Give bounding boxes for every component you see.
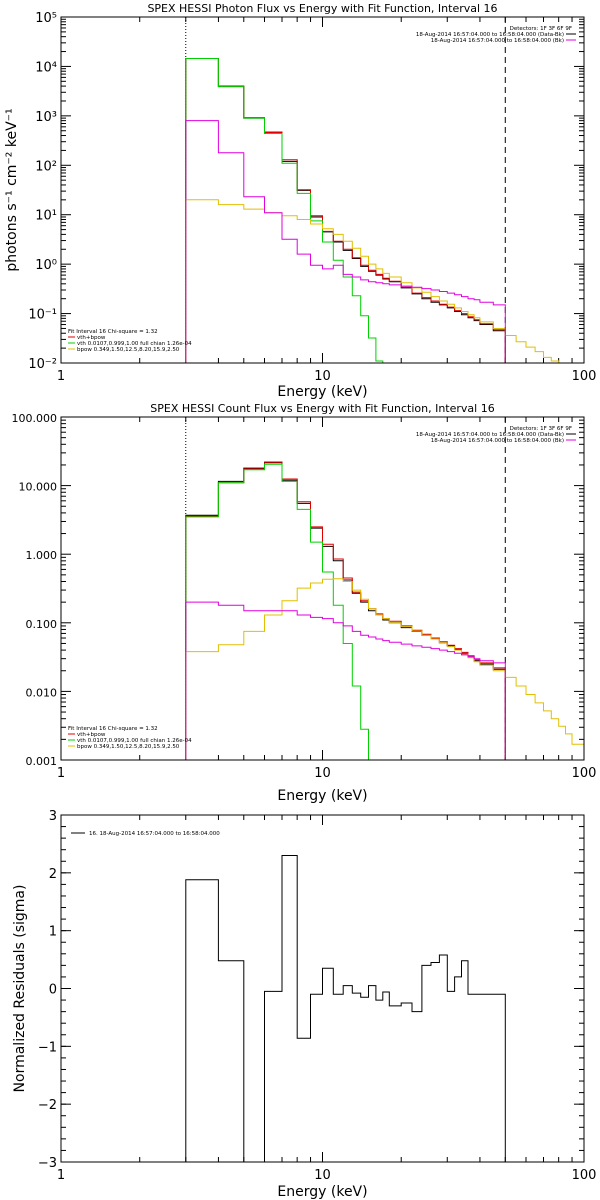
series-group bbox=[185, 461, 584, 760]
y-tick-label: 1 bbox=[49, 925, 57, 940]
chart-panel-1: SPEX HESSI Photon Flux vs Energy with Fi… bbox=[4, 2, 596, 400]
legend-fit-info: Fit Interval 16 Chi-square = 1.32 bbox=[68, 329, 158, 335]
y-tick-label: 2 bbox=[49, 867, 57, 882]
x-tick-label: 1 bbox=[57, 766, 65, 781]
y-tick-label: 10⁰ bbox=[35, 258, 57, 273]
legend-entry: bpow 0.349,1.50,12.5,8.20,15.9,2.50 bbox=[77, 347, 180, 353]
plot-frame bbox=[60, 416, 585, 761]
series-data bbox=[185, 58, 506, 363]
y-tick-label: −2 bbox=[38, 1098, 57, 1113]
x-tick-label: 100 bbox=[572, 369, 597, 384]
y-tick-label: 0 bbox=[49, 983, 57, 998]
x-tick-label: 100 bbox=[572, 766, 597, 781]
y-tick-label: 10⁵ bbox=[35, 11, 57, 26]
series-vth bbox=[185, 58, 384, 363]
series-total bbox=[185, 58, 506, 363]
y-tick-label: −1 bbox=[38, 1040, 57, 1055]
legend-entry: vth 0.0107,0.999,1.00 full chian 1.26e-0… bbox=[77, 738, 192, 744]
chart-title: SPEX HESSI Count Flux vs Energy with Fit… bbox=[150, 402, 494, 415]
legend-entry: vth+bpow bbox=[77, 732, 106, 738]
legend-detectors: Detectors: 1F 3F 6F 9F bbox=[510, 426, 572, 432]
series-bkg bbox=[185, 120, 506, 363]
plot-frame bbox=[60, 814, 585, 1163]
x-tick-label: 1 bbox=[57, 369, 65, 384]
legend-detectors: Detectors: 1F 3F 6F 9F bbox=[510, 26, 572, 32]
y-tick-label: 10⁻¹ bbox=[28, 308, 57, 323]
legend-entry: 18-Aug-2014 16:57:04.000 to 16:58:04.000… bbox=[431, 438, 564, 444]
series-data bbox=[185, 461, 506, 760]
y-tick-label: 10⁻² bbox=[28, 357, 57, 372]
y-tick-label: 10³ bbox=[35, 110, 57, 125]
x-tick-label: 100 bbox=[572, 1168, 597, 1183]
series-data bbox=[185, 855, 506, 1162]
x-axis-label: Energy (keV) bbox=[277, 1184, 367, 1200]
legend-entry: vth 0.0107,0.999,1.00 full chian 1.26e-0… bbox=[77, 341, 192, 347]
series-bpow bbox=[185, 578, 584, 760]
y-tick-label: 0.100 bbox=[26, 618, 58, 631]
chart-panel-3: 1 10 100 −3 −2 −1 0 1 2 3 Energy (keV) Normalized R… bbox=[12, 809, 596, 1200]
y-tick-label: −3 bbox=[38, 1156, 57, 1171]
chart-panel-2: SPEX HESSI Count Flux vs Energy with Fit… bbox=[12, 402, 597, 804]
y-tick-label: 100.000 bbox=[12, 412, 58, 425]
series-bpow bbox=[185, 199, 560, 363]
legend-entry: 18-Aug-2014 16:57:04.000 to 16:58:04.000… bbox=[416, 32, 564, 38]
series-total bbox=[185, 462, 506, 760]
y-axis-label: photons s⁻¹ cm⁻² keV⁻¹ bbox=[4, 108, 20, 271]
y-tick-label: 10² bbox=[35, 159, 57, 174]
x-axis-label: Energy (keV) bbox=[277, 384, 367, 400]
legend-entry: 16. 18-Aug-2014 16:57:04.000 to 16:58:04… bbox=[89, 831, 220, 837]
chart-title: SPEX HESSI Photon Flux vs Energy with Fi… bbox=[147, 2, 497, 15]
legend-entry: 18-Aug-2014 16:57:04.000 to 16:58:04.000… bbox=[431, 38, 564, 44]
series-vth bbox=[185, 463, 377, 760]
y-tick-label: 10⁴ bbox=[35, 60, 57, 75]
y-tick-label: 10.000 bbox=[19, 481, 58, 494]
x-tick-label: 1 bbox=[57, 1168, 65, 1183]
y-axis-label: Normalized Residuals (sigma) bbox=[12, 885, 28, 1093]
y-tick-label: 10¹ bbox=[35, 209, 57, 224]
y-tick-label: 1.000 bbox=[26, 549, 58, 562]
legend-entry: 18-Aug-2014 16:57:04.000 to 16:58:04.000… bbox=[416, 432, 564, 438]
y-tick-label: 0.010 bbox=[26, 686, 58, 699]
series-group bbox=[185, 58, 560, 363]
legend-entry: vth+bpow bbox=[77, 335, 106, 341]
plot-frame bbox=[60, 16, 585, 364]
x-axis-label: Energy (keV) bbox=[277, 788, 367, 804]
series-bkg bbox=[185, 601, 506, 760]
legend-entry: bpow 0.349,1.50,12.5,8.20,15.9,2.50 bbox=[77, 744, 180, 750]
y-tick-label: 3 bbox=[49, 809, 57, 824]
y-tick-label: 0.001 bbox=[26, 755, 58, 768]
x-tick-label: 10 bbox=[314, 766, 331, 781]
series-group bbox=[185, 855, 506, 1162]
x-tick-label: 10 bbox=[314, 1168, 331, 1183]
x-tick-label: 10 bbox=[314, 369, 331, 384]
legend-fit-info: Fit Interval 16 Chi-square = 1.32 bbox=[68, 726, 158, 732]
